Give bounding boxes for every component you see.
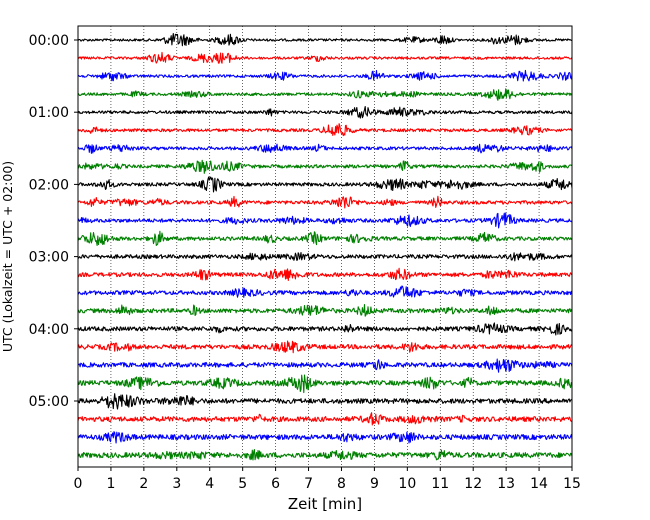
x-tick-label: 15 — [563, 476, 581, 492]
seismic-trace-1 — [77, 32, 573, 47]
x-tick-label: 2 — [139, 476, 148, 492]
seismic-trace-24 — [77, 449, 573, 461]
seismic-trace-6 — [77, 123, 573, 137]
y-tick-label: 05:00 — [29, 394, 69, 410]
seismic-trace-2 — [77, 51, 573, 64]
seismic-trace-18 — [77, 340, 572, 354]
seismic-trace-22 — [77, 412, 573, 426]
x-tick-label: 5 — [238, 476, 247, 492]
x-tick-label: 1 — [106, 476, 115, 492]
y-axis-label: UTC (Lokalzeit = UTC + 02:00) — [0, 161, 15, 352]
x-tick-label: 6 — [271, 476, 280, 492]
seismic-trace-9 — [77, 176, 573, 193]
x-tick-label: 8 — [337, 476, 346, 492]
seismic-trace-12 — [77, 230, 573, 246]
trace-group — [77, 32, 573, 461]
x-tick-label: 0 — [74, 476, 83, 492]
seismic-trace-14 — [77, 267, 573, 282]
seismic-trace-4 — [77, 88, 573, 101]
seismic-trace-19 — [77, 358, 573, 373]
y-tick-label: 01:00 — [29, 105, 69, 121]
seismic-trace-3 — [77, 69, 573, 82]
x-tick-label: 10 — [398, 476, 416, 492]
seismic-trace-8 — [77, 159, 573, 174]
x-tick-label: 14 — [530, 476, 548, 492]
seismic-trace-15 — [77, 285, 573, 298]
x-axis-label: Zeit [min] — [288, 495, 362, 513]
seismic-trace-5 — [77, 105, 573, 119]
y-tick-label: 02:00 — [29, 177, 69, 193]
seismic-trace-20 — [77, 374, 573, 394]
x-axis-ticks: 0 1 2 3 4 5 6 7 8 9 10 11 12 13 14 15 — [74, 467, 581, 492]
x-tick-label: 11 — [431, 476, 449, 492]
x-tick-label: 3 — [172, 476, 181, 492]
seismic-trace-23 — [77, 431, 573, 444]
x-tick-label: 4 — [205, 476, 214, 492]
y-tick-label: 00:00 — [29, 33, 69, 49]
plot-frame — [77, 25, 573, 468]
seismic-trace-7 — [77, 143, 573, 154]
y-axis-ticks: 00:00 01:00 02:00 03:00 04:00 05:00 — [29, 33, 78, 410]
seismic-trace-17 — [77, 322, 573, 336]
seismic-trace-13 — [77, 252, 573, 262]
seismic-trace-10 — [77, 195, 573, 209]
x-tick-label: 13 — [497, 476, 515, 492]
x-tick-label: 12 — [464, 476, 482, 492]
y-tick-label: 03:00 — [29, 250, 69, 266]
seismic-trace-21 — [77, 393, 573, 410]
x-tick-label: 7 — [304, 476, 313, 492]
seismic-trace-16 — [77, 304, 573, 317]
x-tick-label: 9 — [370, 476, 379, 492]
y-tick-label: 04:00 — [29, 322, 69, 338]
seismic-trace-11 — [77, 212, 573, 229]
